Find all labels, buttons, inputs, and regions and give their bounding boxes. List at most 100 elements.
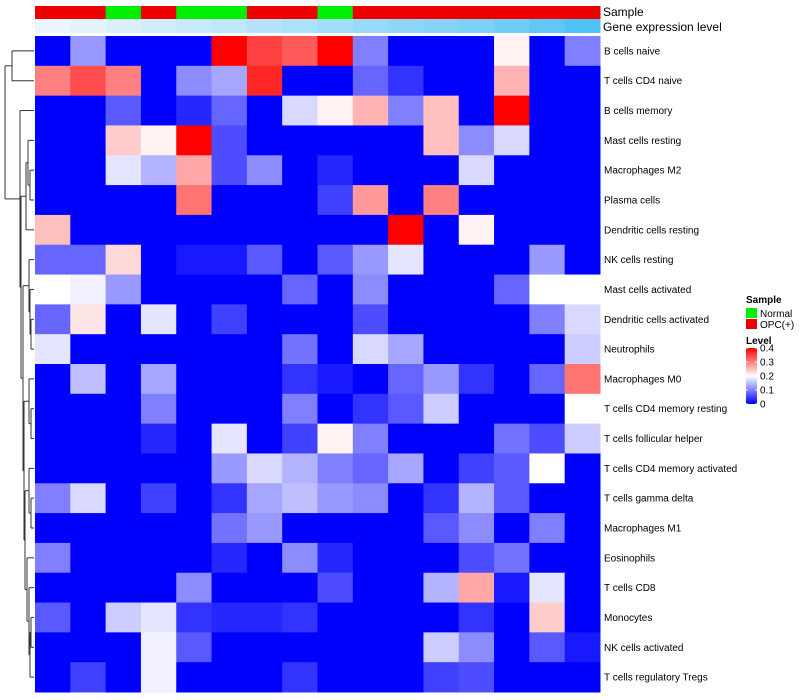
heatmap-cell	[388, 125, 424, 156]
heatmap-cell	[317, 334, 354, 365]
legend-sample-title: Sample	[746, 295, 782, 306]
heatmap-cell	[529, 513, 566, 544]
anno-label-gene-expression: Gene expression level	[603, 20, 722, 34]
heatmap-cell	[176, 632, 213, 663]
heatmap-cell	[70, 95, 107, 126]
heatmap-cell	[176, 513, 213, 544]
heatmap-cell	[176, 602, 213, 633]
level-tick-label: 0.3	[760, 358, 774, 369]
heatmap-cell	[494, 542, 530, 574]
heatmap-cell	[105, 185, 142, 216]
heatmap-cell	[246, 602, 283, 633]
heatmap-cell	[35, 304, 71, 335]
heatmap-cell	[211, 65, 248, 97]
legend-level-title: Level	[746, 336, 772, 347]
heatmap-cell	[140, 483, 177, 514]
heatmap-cell	[423, 244, 460, 276]
heatmap-cell	[458, 602, 495, 633]
heatmap-cell	[564, 423, 601, 454]
heatmap-cell	[529, 542, 566, 574]
heatmap-cell	[388, 274, 424, 305]
row-label: Monocytes	[604, 613, 652, 624]
row-label: Dendritic cells resting	[604, 225, 699, 236]
expression-anno-cell	[70, 19, 107, 33]
legend-normal-label: Normal	[760, 309, 792, 320]
heatmap-cell	[246, 662, 283, 693]
expression-anno-cell	[388, 19, 424, 33]
expression-anno-cell	[35, 19, 71, 33]
heatmap-cell	[352, 334, 389, 365]
heatmap-cell	[176, 214, 213, 246]
heatmap-cell	[282, 513, 318, 544]
sample-anno-cell	[317, 6, 354, 19]
heatmap-cell	[388, 423, 424, 454]
heatmap-cell	[388, 393, 424, 425]
heatmap-cell	[105, 65, 142, 97]
heatmap-cell	[140, 274, 177, 305]
heatmap-cell	[564, 364, 601, 395]
heatmap-cell	[352, 214, 389, 246]
heatmap-cell	[140, 36, 177, 67]
heatmap-cell	[317, 65, 354, 97]
column-annotations	[35, 6, 601, 33]
heatmap-cell	[529, 274, 566, 305]
heatmap-cell	[388, 542, 424, 574]
heatmap-cell	[246, 453, 283, 484]
heatmap-cell	[494, 334, 530, 365]
sample-anno-cell	[494, 6, 530, 19]
heatmap-cell	[35, 364, 71, 395]
heatmap-cell	[246, 364, 283, 395]
heatmap-cell	[352, 572, 389, 604]
heatmap-cell	[176, 453, 213, 484]
heatmap-cell	[317, 304, 354, 335]
heatmap-cell	[423, 65, 460, 97]
heatmap-cell	[564, 214, 601, 246]
heatmap-cell	[105, 364, 142, 395]
heatmap-cell	[458, 274, 495, 305]
heatmap-cell	[423, 483, 460, 514]
heatmap-cell	[211, 155, 248, 186]
heatmap-cell	[140, 185, 177, 216]
heatmap-cell	[458, 36, 495, 67]
heatmap-cell	[494, 65, 530, 97]
heatmap-cell	[70, 453, 107, 484]
legend-normal-swatch	[746, 308, 757, 318]
expression-anno-cell	[529, 19, 566, 33]
heatmap-cell	[35, 393, 71, 425]
heatmap-cell	[35, 65, 71, 97]
heatmap-cell	[388, 334, 424, 365]
heatmap-cell	[494, 662, 530, 693]
heatmap-cell	[105, 214, 142, 246]
heatmap-cell	[282, 423, 318, 454]
heatmap-cell	[352, 632, 389, 663]
heatmap-cell	[282, 602, 318, 633]
row-label: T cells regulatory Tregs	[604, 673, 708, 684]
heatmap-cell	[564, 572, 601, 604]
heatmap-cell	[211, 36, 248, 67]
heatmap-cell	[494, 155, 530, 186]
heatmap-cell	[246, 244, 283, 276]
row-label: Macrophages M1	[604, 524, 682, 535]
heatmap-cell	[282, 304, 318, 335]
heatmap-cell	[70, 632, 107, 663]
heatmap-cell	[458, 155, 495, 186]
heatmap-cell	[529, 95, 566, 126]
expression-anno-cell	[564, 19, 601, 33]
heatmap-cell	[70, 214, 107, 246]
heatmap-cell	[176, 125, 213, 156]
heatmap-cell	[211, 393, 248, 425]
heatmap-cell	[494, 393, 530, 425]
heatmap-cell	[282, 95, 318, 126]
heatmap-cell	[211, 453, 248, 484]
sample-anno-cell	[105, 6, 142, 19]
heatmap-cell	[282, 542, 318, 574]
heatmap-cell	[246, 334, 283, 365]
heatmap-cell	[35, 572, 71, 604]
heatmap-cell	[494, 572, 530, 604]
heatmap-cell	[529, 364, 566, 395]
heatmap-cell	[35, 423, 71, 454]
heatmap-cell	[494, 125, 530, 156]
heatmap-cell	[494, 513, 530, 544]
heatmap-cell	[494, 185, 530, 216]
heatmap-cell	[176, 483, 213, 514]
